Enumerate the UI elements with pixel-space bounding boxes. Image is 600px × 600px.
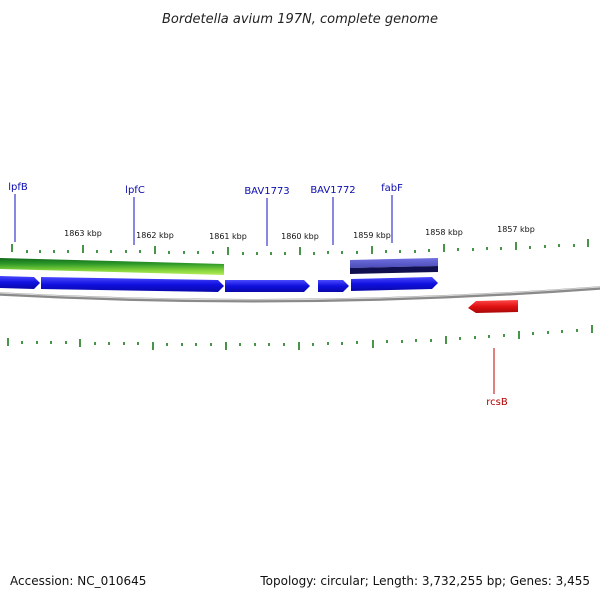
gene-leader-lines — [14, 194, 495, 394]
navy-band — [350, 266, 438, 274]
kbp-labels: 1863 kbp 1862 kbp 1861 kbp 1860 kbp 1859… — [64, 225, 535, 241]
forward-tick-marks — [11, 239, 589, 255]
kbp-label: 1857 kbp — [497, 225, 535, 234]
kbp-label: 1859 kbp — [353, 231, 391, 240]
kbp-label: 1862 kbp — [136, 231, 174, 240]
gene-arrow-BAV1772 — [318, 280, 349, 292]
gene-arrow-fabF — [351, 277, 438, 291]
genome-summary-text: Topology: circular; Length: 3,732,255 bp… — [260, 574, 590, 588]
reverse-tick-marks — [7, 325, 593, 350]
forward-genes[interactable] — [0, 276, 438, 292]
kbp-label: 1863 kbp — [64, 229, 102, 238]
gene-arrow-BAV1773 — [225, 280, 310, 292]
gene-label-BAV1773[interactable]: BAV1773 — [244, 186, 289, 197]
gene-label-fabF[interactable]: fabF — [381, 183, 403, 194]
gene-label-lpfC[interactable]: lpfC — [125, 185, 145, 196]
genome-backbone — [0, 286, 600, 303]
gene-label-BAV1772[interactable]: BAV1772 — [310, 185, 355, 196]
kbp-label: 1860 kbp — [281, 232, 319, 241]
gene-arrow-lpfB — [0, 276, 40, 289]
map-title: Bordetella avium 197N, complete genome — [162, 12, 438, 27]
gene-label-rcsB[interactable]: rcsB — [486, 397, 508, 408]
accession-text: Accession: NC_010645 — [10, 574, 147, 588]
genome-backbone-highlight — [0, 286, 600, 301]
purple-feature-band[interactable] — [350, 258, 438, 274]
gene-arrow-rcsB[interactable] — [468, 300, 518, 313]
purple-band — [350, 258, 438, 268]
kbp-label: 1861 kbp — [209, 232, 247, 241]
gene-labels: lpfB lpfC BAV1773 BAV1772 fabF rcsB — [8, 182, 508, 408]
green-feature-band[interactable] — [0, 258, 224, 275]
green-band — [0, 258, 224, 275]
gene-arrow-lpfC — [41, 277, 224, 292]
gene-label-lpfB[interactable]: lpfB — [8, 182, 28, 193]
kbp-label: 1858 kbp — [425, 228, 463, 237]
